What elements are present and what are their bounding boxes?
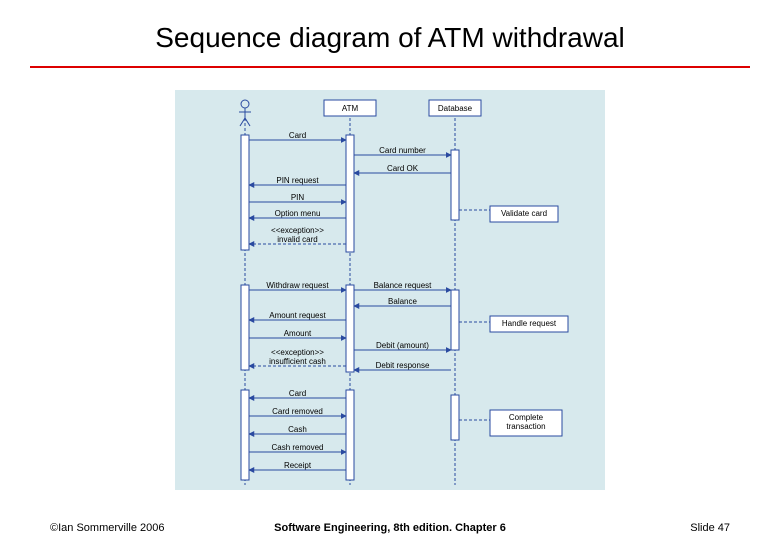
svg-text:Card OK: Card OK [387,164,419,173]
svg-text:Database: Database [438,104,473,113]
svg-text:Card: Card [289,389,306,398]
svg-text:Cash removed: Cash removed [271,443,323,452]
svg-text:Card number: Card number [379,146,426,155]
svg-text:Balance: Balance [388,297,417,306]
diagram-svg: ATM Database Card Card number Card OK PIN req… [175,90,605,490]
svg-text:PIN request: PIN request [276,176,319,185]
svg-text:Amount request: Amount request [269,311,326,320]
svg-text:Debit response: Debit response [376,361,430,370]
svg-text:Debit (amount): Debit (amount) [376,341,429,350]
svg-text:Handle request: Handle request [502,319,557,328]
svg-text:PIN: PIN [291,193,305,202]
sequence-diagram: ATM Database Card Card number Card OK PIN req… [175,90,605,490]
svg-text:Withdraw request: Withdraw request [266,281,329,290]
svg-text:Card removed: Card removed [272,407,323,416]
title-underline [30,66,750,68]
svg-text:Balance request: Balance request [374,281,433,290]
svg-text:Completetransaction: Completetransaction [506,413,545,431]
svg-text:Cash: Cash [288,425,307,434]
footer-chapter: Software Engineering, 8th edition. Chapt… [0,522,780,534]
slide-title: Sequence diagram of ATM withdrawal [0,22,780,54]
svg-text:Validate card: Validate card [501,209,547,218]
svg-text:Card: Card [289,131,306,140]
svg-text:Option menu: Option menu [275,209,321,218]
svg-text:ATM: ATM [342,104,359,113]
svg-text:Amount: Amount [284,329,312,338]
svg-text:<<exception>>insufficient cash: <<exception>>insufficient cash [269,348,326,366]
svg-text:Receipt: Receipt [284,461,312,470]
footer-slide-num: Slide 47 [690,522,730,534]
svg-text:<<exception>>invalid card: <<exception>>invalid card [271,226,324,244]
